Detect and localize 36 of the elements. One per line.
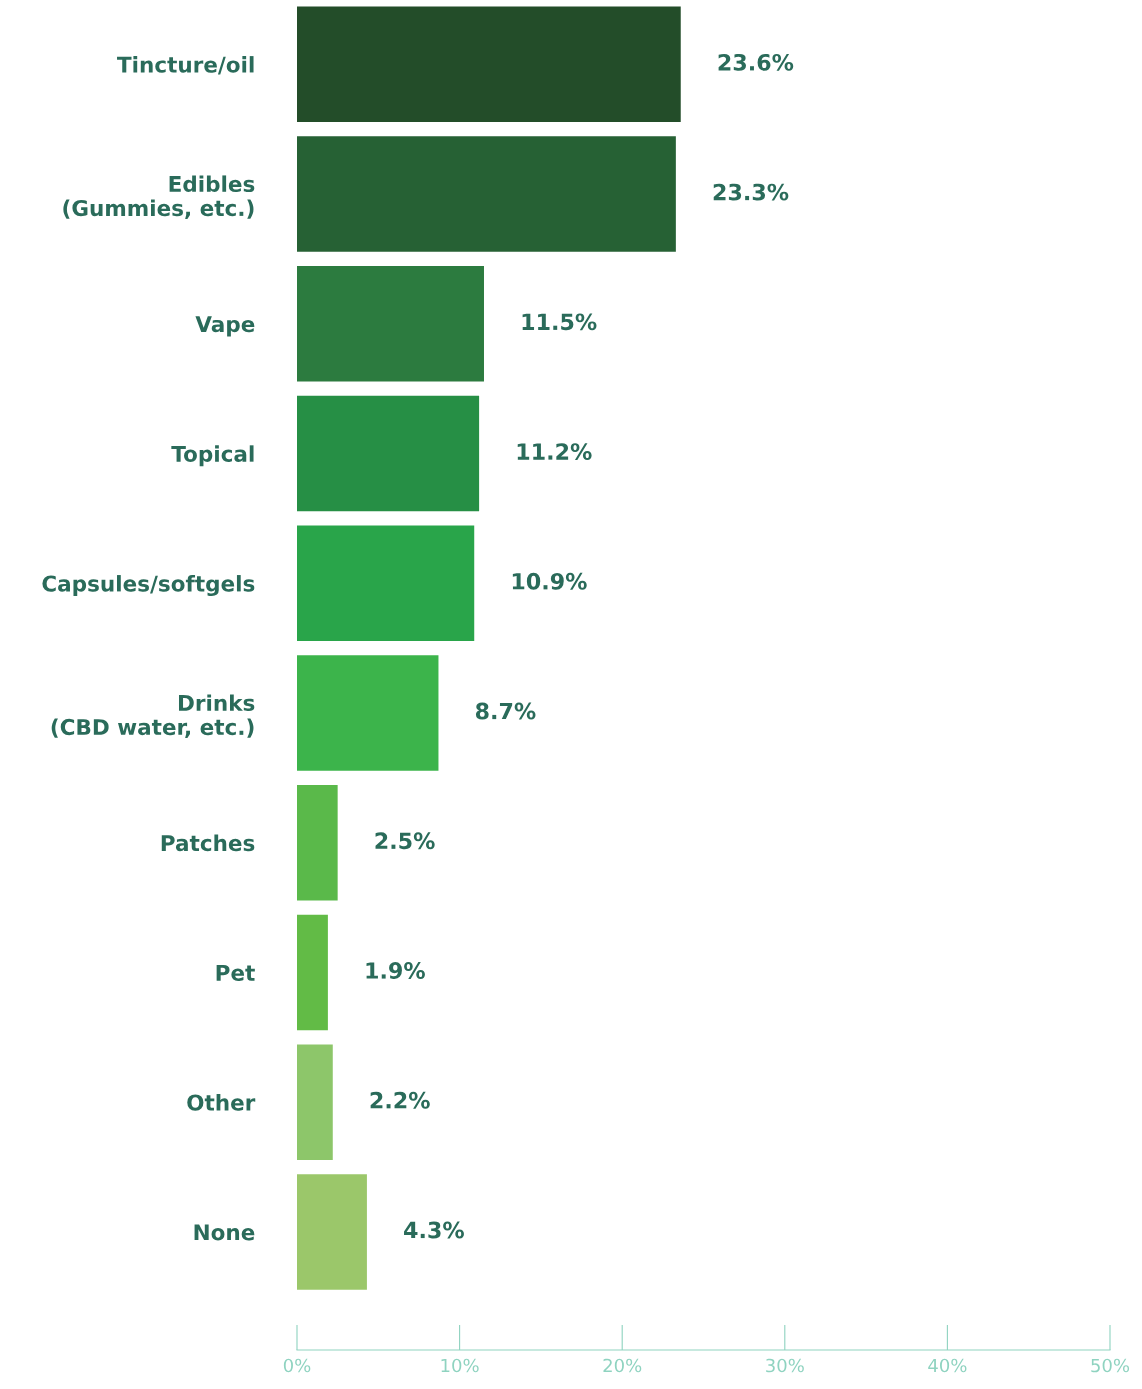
y-tick-label: Topical	[171, 445, 254, 467]
bar	[297, 655, 439, 771]
bar	[297, 6, 681, 123]
data-label: 11.5%	[522, 313, 597, 331]
data-label: 1.9%	[366, 962, 425, 979]
data-label: 10.9%	[512, 572, 587, 590]
data-label: 4.3%	[404, 1221, 464, 1239]
bar	[297, 784, 338, 901]
x-tick-label: 40%	[928, 1358, 967, 1373]
y-tick-label: Pet	[216, 964, 255, 981]
data-label: 11.2%	[517, 443, 592, 460]
x-tick-label: 0%	[283, 1358, 311, 1373]
y-tick-label: Vape	[195, 316, 255, 337]
y-tick-label: Edibles (Gummies, etc.)	[63, 175, 255, 219]
y-tick-label: Other	[187, 1094, 256, 1111]
x-tick-label: 50%	[1091, 1358, 1130, 1373]
y-tick-label: Drinks (CBD water, etc.)	[51, 694, 255, 738]
data-label: 8.7%	[475, 702, 536, 720]
x-tick-label: 30%	[766, 1358, 804, 1373]
bar	[297, 914, 328, 1031]
y-tick-label: Capsules/softgels	[42, 575, 255, 597]
bar	[297, 1044, 333, 1160]
data-label: 23.3%	[713, 183, 789, 201]
y-tick-label: Patches	[161, 834, 255, 852]
bar	[297, 136, 676, 252]
bar	[297, 395, 480, 512]
y-tick-label: None	[194, 1224, 255, 1241]
x-tick-label: 10%	[441, 1358, 479, 1373]
y-tick-label: Tincture/oil	[117, 56, 254, 75]
data-label: 23.6%	[718, 53, 794, 71]
data-label: 2.5%	[375, 832, 435, 850]
x-tick-label: 20%	[603, 1358, 642, 1373]
data-label: 2.2%	[370, 1091, 430, 1109]
bar	[297, 525, 475, 641]
bar	[297, 1174, 367, 1290]
bar	[297, 266, 484, 382]
